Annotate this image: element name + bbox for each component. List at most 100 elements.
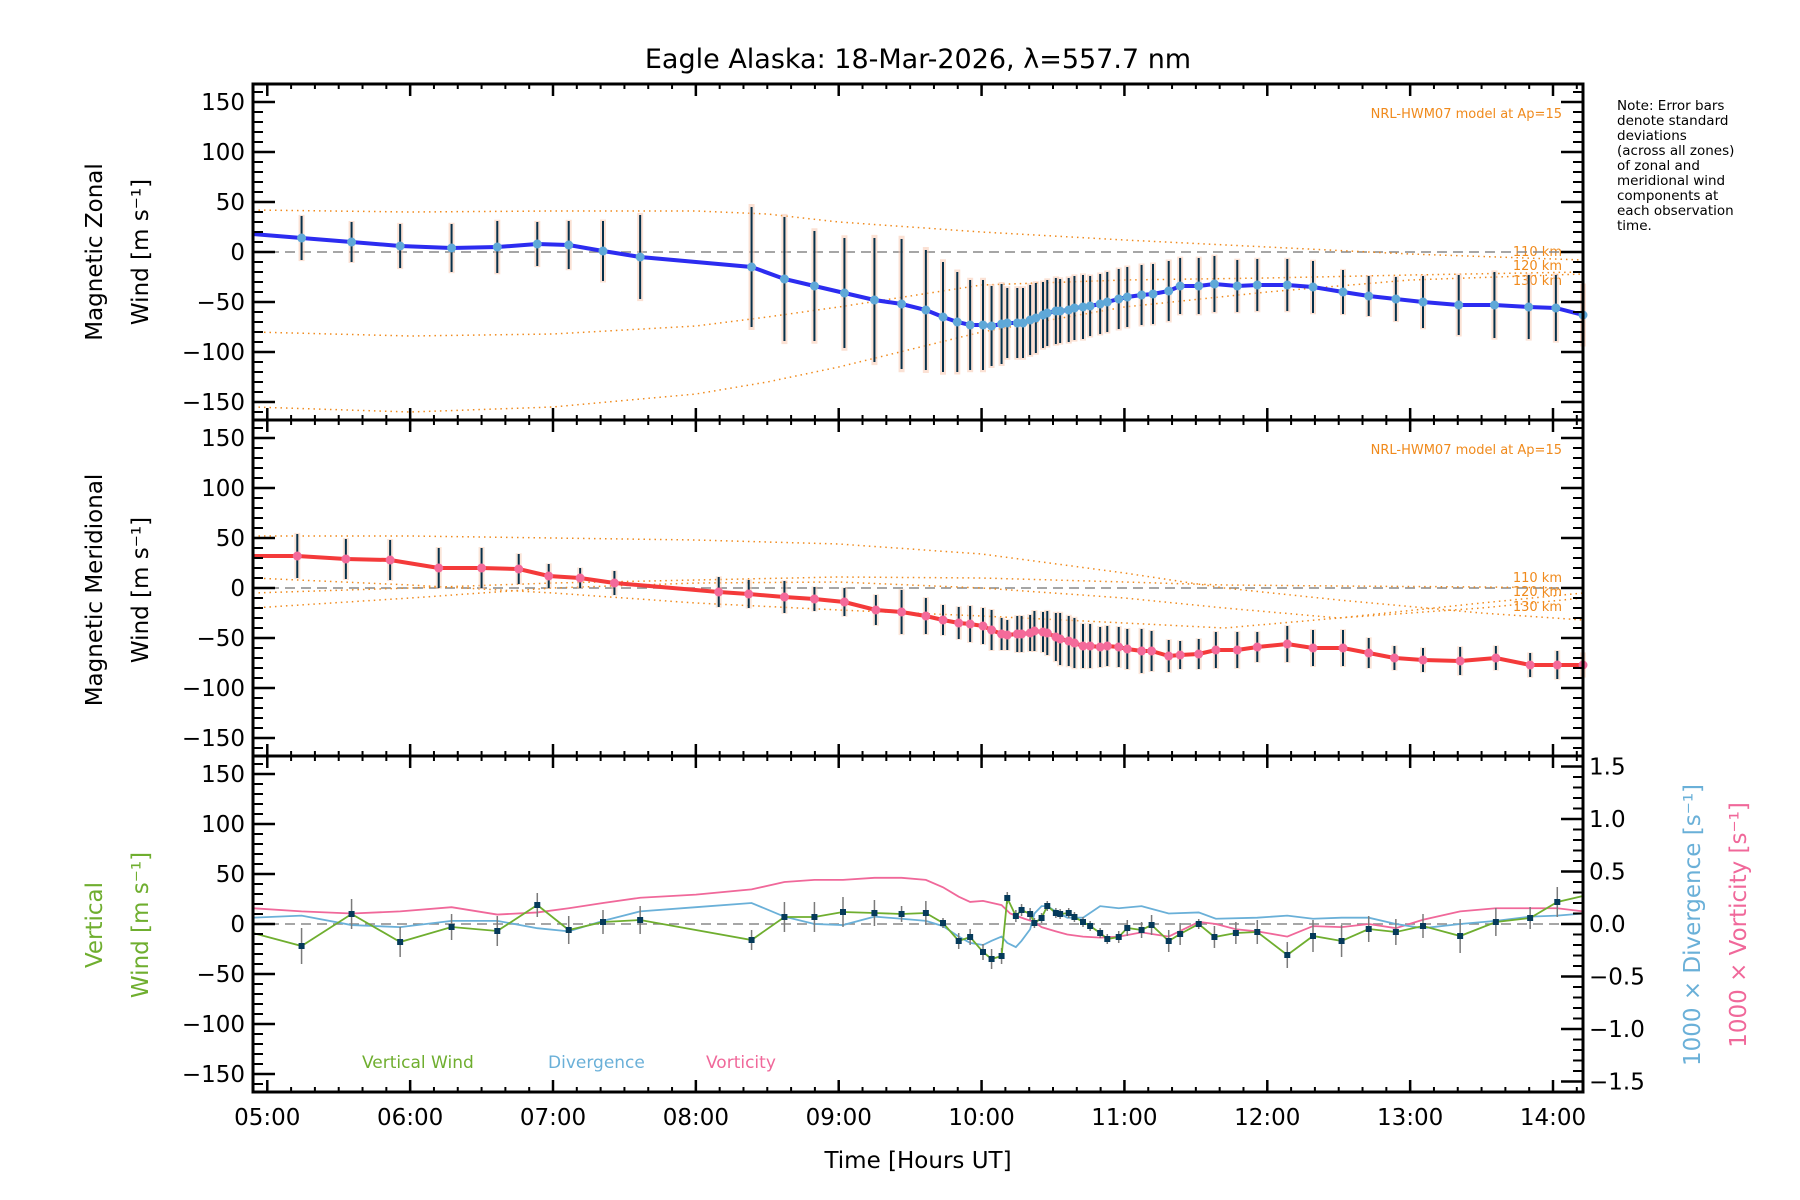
y-tick-label: −150 bbox=[182, 390, 245, 416]
data-point bbox=[938, 312, 948, 322]
data-point bbox=[1211, 645, 1221, 655]
data-point bbox=[1038, 915, 1045, 921]
meridional-ylabel: Magnetic Meridional Wind [m s⁻¹] bbox=[82, 474, 154, 707]
x-tick-label: 07:00 bbox=[520, 1105, 586, 1131]
plot-layer: 150 100 50 0 −50 −100 −150 150 100 50 0 −50 −100 −150… bbox=[182, 82, 1645, 1131]
vertical-frame bbox=[251, 754, 1585, 1094]
data-point bbox=[1284, 952, 1291, 958]
note-line: Note: Error bars bbox=[1617, 98, 1724, 114]
data-point bbox=[1282, 639, 1292, 649]
data-point bbox=[1122, 644, 1132, 654]
data-point bbox=[397, 939, 404, 945]
meridional-ylabel-line1: Magnetic Meridional bbox=[82, 474, 108, 707]
zonal-alt-label-120: 120 km bbox=[1513, 259, 1562, 274]
data-point bbox=[744, 589, 754, 599]
y-tick-label: −100 bbox=[182, 1012, 245, 1038]
x-tick-label: 10:00 bbox=[948, 1105, 1014, 1131]
data-point bbox=[1308, 643, 1318, 653]
data-point bbox=[965, 619, 975, 629]
vorticity-y2label: 1000 × Vorticity [s⁻¹] bbox=[1726, 802, 1752, 1048]
data-point bbox=[1418, 297, 1428, 307]
data-point bbox=[1252, 642, 1262, 652]
data-point bbox=[1254, 929, 1261, 935]
data-point bbox=[1282, 280, 1292, 290]
chart-title: Eagle Alaska: 18-Mar-2026, λ=557.7 nm bbox=[645, 44, 1191, 75]
data-point bbox=[1148, 922, 1155, 928]
vertical-panel: 1.5 1.0 0.5 0.0 −0.5 −1.0 −1.5 150 100 50 0 −50 −100… bbox=[182, 754, 1645, 1096]
x-tick-label: 09:00 bbox=[806, 1105, 872, 1131]
legend-divergence: Divergence bbox=[548, 1053, 645, 1073]
note-box: Note: Error bars denote standard deviati… bbox=[1617, 98, 1734, 234]
data-point bbox=[1085, 301, 1095, 311]
data-point bbox=[779, 274, 789, 284]
data-point bbox=[1310, 933, 1316, 939]
data-point bbox=[1052, 910, 1059, 916]
data-point bbox=[1057, 911, 1064, 917]
data-point bbox=[1175, 281, 1185, 291]
y2-tick-label: 0.5 bbox=[1589, 860, 1626, 886]
data-point bbox=[1454, 300, 1464, 310]
data-point bbox=[1147, 646, 1157, 656]
data-point bbox=[1364, 648, 1374, 658]
note-line: time. bbox=[1617, 218, 1652, 234]
data-point bbox=[1252, 280, 1262, 290]
y-tick-label: −150 bbox=[182, 1062, 245, 1088]
meridional-ylabel-line2: Wind [m s⁻¹] bbox=[128, 517, 154, 663]
x-axis-label: Time [Hours UT] bbox=[823, 1148, 1011, 1174]
data-point bbox=[1165, 938, 1172, 944]
vertical-ylabel-line2: Wind [m s⁻¹] bbox=[128, 852, 154, 998]
data-point bbox=[1124, 925, 1131, 931]
data-point bbox=[1365, 926, 1372, 932]
data-point bbox=[1194, 649, 1204, 659]
data-point bbox=[1031, 313, 1041, 323]
data-point bbox=[1027, 911, 1034, 917]
data-point bbox=[987, 321, 997, 331]
data-point bbox=[965, 320, 975, 330]
data-point bbox=[1418, 655, 1428, 665]
zonal-model-label: NRL-HWM07 model at Ap=15 bbox=[1371, 107, 1562, 122]
data-point bbox=[1338, 938, 1345, 944]
data-point bbox=[955, 938, 962, 944]
data-point bbox=[1137, 646, 1147, 656]
data-point bbox=[871, 910, 878, 916]
data-point bbox=[871, 605, 881, 615]
y-tick-label: −50 bbox=[196, 626, 245, 652]
data-point bbox=[1018, 907, 1025, 913]
zonal-alt-label-130: 130 km bbox=[1513, 274, 1562, 289]
data-point bbox=[1338, 287, 1348, 297]
zonal-ylabel: Magnetic Zonal Wind [m s⁻¹] bbox=[82, 163, 154, 341]
data-point bbox=[1087, 923, 1094, 929]
data-point bbox=[1102, 297, 1112, 307]
data-point bbox=[940, 920, 946, 926]
data-point bbox=[1392, 929, 1399, 935]
data-point bbox=[1455, 656, 1465, 666]
data-point bbox=[477, 563, 487, 573]
y-tick-label: 50 bbox=[216, 190, 245, 216]
note-line: of zonal and bbox=[1617, 158, 1700, 174]
data-point bbox=[869, 295, 879, 305]
data-point bbox=[1137, 290, 1147, 300]
y-tick-label: 0 bbox=[230, 576, 245, 602]
data-point bbox=[1055, 306, 1065, 316]
data-point bbox=[897, 299, 907, 309]
data-point bbox=[1031, 920, 1038, 926]
data-point bbox=[747, 262, 757, 272]
x-tick-label: 11:00 bbox=[1091, 1105, 1157, 1131]
data-point bbox=[598, 246, 608, 256]
data-point bbox=[395, 241, 405, 251]
data-point bbox=[1114, 294, 1124, 304]
y-tick-label: 50 bbox=[216, 526, 245, 552]
note-line: components at bbox=[1617, 188, 1718, 204]
data-point bbox=[635, 252, 645, 262]
data-point bbox=[1338, 643, 1348, 653]
data-point bbox=[1115, 934, 1122, 940]
data-point bbox=[1232, 645, 1242, 655]
data-point bbox=[600, 919, 606, 925]
data-point bbox=[1554, 899, 1561, 905]
data-point bbox=[781, 914, 788, 920]
data-point bbox=[1524, 302, 1534, 312]
data-point bbox=[447, 243, 457, 253]
data-point bbox=[1012, 913, 1019, 919]
data-point bbox=[1104, 936, 1111, 942]
